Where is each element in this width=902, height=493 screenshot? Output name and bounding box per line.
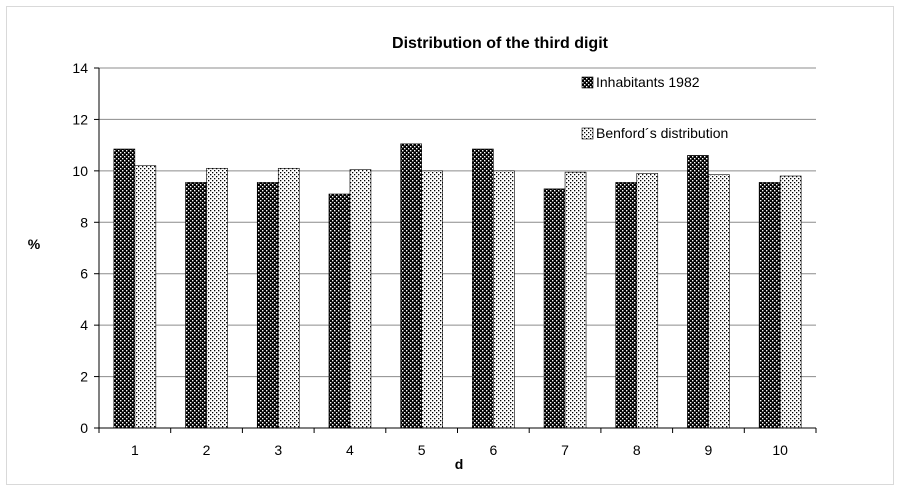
bar-benford <box>493 170 515 429</box>
bar-inhabitants-1982 <box>472 148 494 429</box>
bar-inhabitants-1982 <box>543 188 566 429</box>
bar-benford <box>277 167 300 429</box>
x-tick-label: 7 <box>561 442 569 458</box>
y-tick-label: 0 <box>80 420 88 436</box>
x-tick-label: 6 <box>489 442 497 458</box>
y-tick-label: 12 <box>72 111 88 127</box>
x-tick-label: 9 <box>705 442 713 458</box>
x-tick-label: 1 <box>131 442 139 458</box>
legend-label-inhabitants: Inhabitants 1982 <box>596 74 700 90</box>
bar-inhabitants-1982 <box>400 143 422 429</box>
y-tick-label: 4 <box>80 317 88 333</box>
x-tick-label: 4 <box>346 442 354 458</box>
bar-benford <box>636 173 659 429</box>
bar-benford <box>564 171 587 429</box>
legend-label-benford: Benford´s distribution <box>596 125 728 141</box>
bar-inhabitants-1982 <box>185 182 207 429</box>
bar-inhabitants-1982 <box>113 148 136 429</box>
y-axis-ticks: 0 2 4 6 8 10 12 14 <box>72 60 99 436</box>
bar-inhabitants-1982 <box>328 193 351 429</box>
y-tick-label: 10 <box>72 163 88 179</box>
bar-inhabitants-1982 <box>687 155 709 429</box>
x-tick-label: 10 <box>772 442 788 458</box>
x-tick-label: 8 <box>633 442 641 458</box>
x-tick-label: 2 <box>203 442 211 458</box>
bar-benford <box>708 174 730 429</box>
legend-swatch-inhabitants <box>581 76 594 89</box>
bar-benford <box>134 165 157 429</box>
x-axis-label: d <box>455 456 464 472</box>
bar-inhabitants-1982 <box>615 182 638 429</box>
bar-benford <box>779 175 802 429</box>
y-tick-label: 6 <box>80 266 88 282</box>
legend: Inhabitants 1982 Benford´s distribution <box>581 74 728 141</box>
y-tick-label: 8 <box>80 214 88 230</box>
bar-benford <box>349 169 372 429</box>
x-axis-ticks: 1 2 3 4 5 6 7 8 9 10 <box>98 428 817 458</box>
bars <box>113 143 802 429</box>
chart-title: Distribution of the third digit <box>392 35 609 52</box>
y-tick-label: 2 <box>80 369 88 385</box>
y-tick-label: 14 <box>72 60 88 76</box>
x-tick-label: 5 <box>418 442 426 458</box>
x-tick-label: 3 <box>274 442 282 458</box>
bar-inhabitants-1982 <box>758 182 781 429</box>
y-axis-label: % <box>28 236 41 252</box>
bar-inhabitants-1982 <box>256 182 279 429</box>
bar-benford <box>421 170 443 429</box>
legend-swatch-benford <box>581 127 594 140</box>
bar-benford <box>206 167 228 429</box>
